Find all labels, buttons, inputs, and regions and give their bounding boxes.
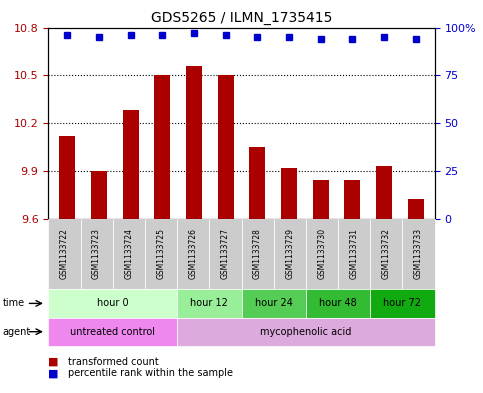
Text: GSM1133733: GSM1133733 — [414, 228, 423, 279]
Text: GSM1133732: GSM1133732 — [382, 228, 391, 279]
Text: hour 0: hour 0 — [97, 298, 128, 309]
Bar — [155, 75, 170, 219]
Text: GSM1133728: GSM1133728 — [253, 228, 262, 279]
Text: ■: ■ — [48, 368, 59, 378]
Text: ■: ■ — [48, 356, 59, 367]
Bar — [59, 136, 75, 219]
Bar — [218, 75, 234, 219]
Title: GDS5265 / ILMN_1735415: GDS5265 / ILMN_1735415 — [151, 11, 332, 25]
Bar — [123, 110, 139, 219]
Text: GSM1133727: GSM1133727 — [221, 228, 230, 279]
Text: GSM1133730: GSM1133730 — [317, 228, 327, 279]
Bar — [186, 66, 202, 219]
Text: GSM1133722: GSM1133722 — [60, 228, 69, 279]
Bar — [313, 180, 328, 219]
Text: GSM1133731: GSM1133731 — [350, 228, 359, 279]
Text: GSM1133724: GSM1133724 — [124, 228, 133, 279]
Bar — [376, 166, 392, 219]
Bar — [249, 147, 265, 219]
Text: GSM1133725: GSM1133725 — [156, 228, 166, 279]
Text: hour 72: hour 72 — [384, 298, 422, 309]
Text: hour 48: hour 48 — [319, 298, 357, 309]
Text: GSM1133729: GSM1133729 — [285, 228, 294, 279]
Text: time: time — [2, 298, 25, 309]
Text: GSM1133726: GSM1133726 — [189, 228, 198, 279]
Text: percentile rank within the sample: percentile rank within the sample — [68, 368, 233, 378]
Text: transformed count: transformed count — [68, 356, 158, 367]
Text: hour 12: hour 12 — [190, 298, 228, 309]
Text: hour 24: hour 24 — [255, 298, 293, 309]
Bar — [91, 171, 107, 219]
Text: GSM1133723: GSM1133723 — [92, 228, 101, 279]
Text: mycophenolic acid: mycophenolic acid — [260, 327, 352, 337]
Bar — [408, 199, 424, 219]
Bar — [344, 180, 360, 219]
Text: agent: agent — [2, 327, 30, 337]
Text: untreated control: untreated control — [70, 327, 155, 337]
Bar — [281, 167, 297, 219]
